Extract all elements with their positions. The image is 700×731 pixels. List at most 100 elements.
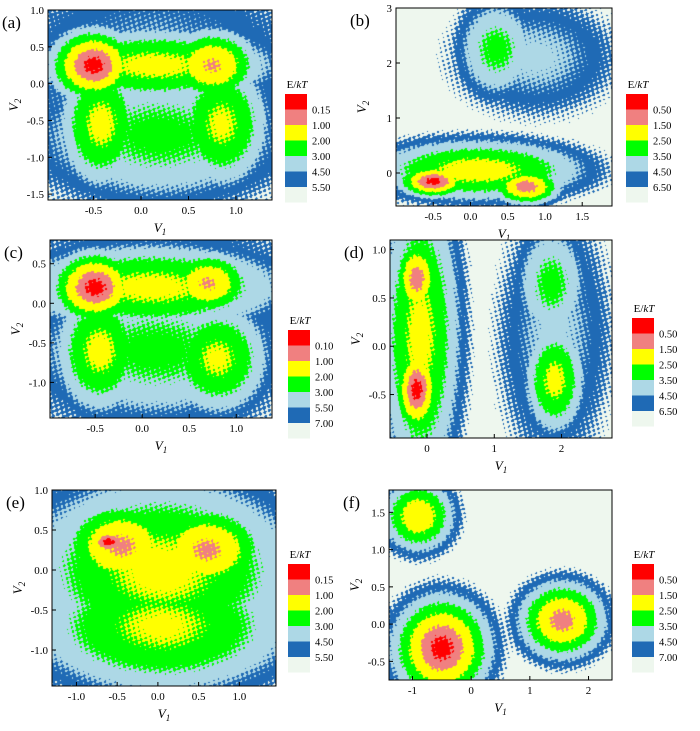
legend-swatch [632, 395, 654, 411]
legend-swatch [626, 140, 648, 156]
x-axis-label: V1 [155, 438, 167, 455]
panel-label: (c) [4, 243, 23, 262]
y-tick-label: -0.5 [27, 115, 45, 127]
legend-swatch [632, 610, 654, 626]
y-tick-label: 2 [387, 58, 393, 70]
y-tick-label: -1.0 [31, 645, 49, 657]
legend-level-label: 7.00 [315, 419, 333, 430]
y-tick-label: -0.5 [29, 338, 47, 350]
y-tick-label: 0.5 [371, 582, 385, 594]
y-tick-label: 0 [387, 168, 393, 180]
legend-level-label: 6.50 [653, 183, 671, 194]
legend-level-label: 1.00 [315, 591, 333, 602]
y-tick-label: 0.0 [372, 341, 386, 353]
legend-level-label: 0.10 [315, 342, 333, 353]
legend-swatch [288, 407, 310, 423]
plot-frame [395, 7, 613, 207]
y-axis-label: V2 [347, 578, 364, 591]
x-tick-label: 1 [492, 443, 498, 455]
legend: E/kT 0.50 1.50 2.50 3.50 4.50 6.50 [626, 79, 671, 203]
legend-title: E/kT [634, 303, 656, 315]
y-axis-label: V2 [348, 332, 365, 345]
legend-level-label: 1.50 [659, 591, 677, 602]
legend-level-label: 3.00 [312, 152, 330, 163]
legend-swatch [626, 156, 648, 172]
y-tick-label: 1.5 [371, 507, 385, 519]
y-tick-label: -1.0 [29, 377, 47, 389]
legend-level-label: 3.00 [315, 622, 333, 633]
legend-swatch [285, 94, 307, 110]
panel: 0 1 2 -0.5 0.0 0.5 1.0 V1 V2 (d) E/kT 0.50 1.50 2.50 3… [344, 239, 677, 475]
legend-swatch [288, 564, 310, 580]
x-tick-label: -1 [408, 685, 417, 697]
legend-swatch [626, 109, 648, 125]
legend-swatch [632, 657, 654, 673]
legend-level-label: 2.00 [315, 373, 333, 384]
x-tick-label: 0.0 [464, 211, 478, 223]
y-tick-label: 0.5 [32, 259, 46, 271]
legend-level-label: 2.00 [312, 137, 330, 148]
plot-frame [51, 489, 277, 687]
plot-frame [47, 9, 273, 201]
legend-level-label: 2.50 [659, 361, 677, 372]
legend-swatch [632, 579, 654, 595]
y-axis-label: V2 [6, 98, 23, 111]
legend-level-label: 1.00 [315, 357, 333, 368]
y-tick-label: -1.0 [27, 152, 45, 164]
legend-level-label: 2.50 [653, 137, 671, 148]
legend-level-label: 0.50 [653, 106, 671, 117]
x-tick-label: 0.5 [192, 691, 206, 703]
x-axis-label: V1 [495, 458, 507, 475]
y-tick-label: 0.0 [32, 298, 46, 310]
legend-swatch [285, 171, 307, 187]
panel-label: (d) [344, 243, 364, 262]
legend-swatch [288, 392, 310, 408]
legend-swatch [632, 595, 654, 611]
contour-field [48, 10, 272, 200]
legend-level-label: 3.50 [653, 152, 671, 163]
legend-title: E/kT [628, 79, 650, 91]
y-tick-label: 1.0 [30, 5, 44, 17]
legend-level-label: 5.50 [312, 183, 330, 194]
legend-level-label: 1.50 [659, 345, 677, 356]
legend-level-label: 3.50 [659, 376, 677, 387]
legend-level-label: 4.50 [312, 168, 330, 179]
legend: E/kT 0.10 1.00 2.00 3.00 5.50 7.00 [288, 315, 333, 439]
x-tick-label: -0.5 [86, 423, 104, 435]
y-axis-label: V2 [354, 100, 371, 113]
x-tick-label: 1.0 [538, 211, 552, 223]
legend-swatch [632, 318, 654, 334]
legend-level-label: 5.50 [315, 404, 333, 415]
legend-swatch [288, 579, 310, 595]
y-tick-label: 0.0 [34, 565, 48, 577]
panel: -0.5 0.0 0.5 1.0 -1.0 -0.5 0.0 0.5 V1 V2 (c) E/kT 0.… [4, 239, 333, 455]
y-tick-label: -1.5 [27, 189, 45, 201]
legend-swatch [288, 361, 310, 377]
legend-level-label: 0.15 [315, 576, 333, 587]
legend-swatch [285, 109, 307, 125]
legend-swatch [285, 140, 307, 156]
legend-level-label: 3.00 [315, 388, 333, 399]
x-tick-label: 1.0 [229, 205, 243, 217]
contour-field [389, 490, 612, 680]
contour-field [52, 490, 276, 686]
legend-swatch [288, 626, 310, 642]
legend-level-label: 0.50 [659, 330, 677, 341]
plot-frame [389, 239, 613, 439]
legend-level-label: 3.50 [659, 622, 677, 633]
x-tick-label: 0.0 [135, 423, 149, 435]
legend-swatch [288, 330, 310, 346]
legend: E/kT 0.50 1.50 2.50 3.50 4.50 7.00 [632, 549, 677, 673]
legend-level-label: 4.50 [653, 168, 671, 179]
x-axis-label: V1 [154, 220, 166, 237]
y-tick-label: 0.5 [372, 293, 386, 305]
plot-frame [49, 239, 273, 419]
legend-swatch [632, 641, 654, 657]
y-tick-label: 1.0 [371, 545, 385, 557]
legend-swatch [626, 171, 648, 187]
legend-swatch [288, 595, 310, 611]
x-tick-label: 1 [527, 685, 533, 697]
legend-swatch [632, 564, 654, 580]
legend: E/kT 0.15 1.00 2.00 3.00 4.50 5.50 [285, 79, 330, 203]
